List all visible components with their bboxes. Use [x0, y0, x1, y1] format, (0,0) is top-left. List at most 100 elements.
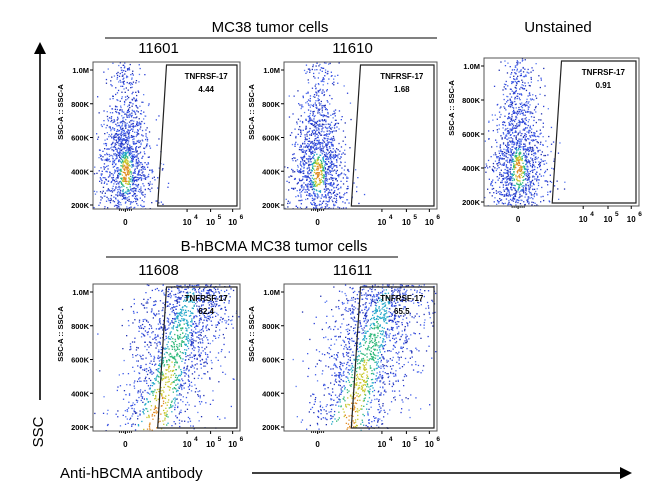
- panel-title: 11608: [138, 262, 179, 279]
- event-dots: [484, 58, 566, 206]
- x-tick-label: 10: [604, 215, 613, 224]
- gate-percentage: 1.68: [394, 85, 410, 94]
- x-tick-label: 10: [377, 440, 386, 449]
- panel-title: 11601: [138, 40, 179, 57]
- x-tick-exponent: 4: [389, 214, 393, 221]
- y-tick-label: 1.0M: [263, 288, 280, 297]
- x-tick-label: 0: [315, 218, 320, 227]
- x-tick-label: 10: [206, 218, 215, 227]
- x-tick-label: 10: [425, 218, 434, 227]
- group-title-bhbcma: B-hBCMA MC38 tumor cells: [181, 238, 368, 255]
- x-axis-label: Anti-hBCMA antibody: [60, 465, 203, 482]
- gate-polygon: [157, 64, 238, 207]
- event-dots: [93, 284, 240, 431]
- x-tick-exponent: 4: [194, 436, 198, 443]
- x-tick-label: 0: [123, 218, 128, 227]
- x-tick-label: 10: [206, 440, 215, 449]
- x-tick-exponent: 4: [194, 214, 198, 221]
- x-tick-label: 10: [377, 218, 386, 227]
- x-tick-exponent: 6: [436, 436, 440, 443]
- flow-plot-3: TNFRSF-17 0.91 200K 400K 600K 800K 1.0M SSC-A :…: [447, 57, 642, 224]
- event-dots: [284, 62, 366, 209]
- x-tick-label: 10: [183, 440, 192, 449]
- y-tick-label: 1.0M: [463, 62, 480, 71]
- plot-frame: [283, 283, 438, 432]
- x-tick-label: 10: [627, 215, 636, 224]
- y-tick-label: 600K: [262, 134, 281, 143]
- flow-plot-4: 11608 TNFRSF-17 62.4 200K 400K 600K 800K 1.0M SS…: [56, 262, 244, 449]
- gate-percentage: 4.44: [198, 85, 214, 94]
- x-tick-label: 10: [579, 215, 588, 224]
- y-tick-label: 400K: [462, 164, 481, 173]
- y-tick-label: 200K: [71, 423, 90, 432]
- y-tick-label: 1.0M: [72, 66, 89, 75]
- y-tick-label: 400K: [262, 389, 281, 398]
- gate-label: TNFRSF-17: [582, 68, 626, 77]
- y-axis-param-label: SSC-A :: SSC-A: [447, 80, 456, 136]
- y-axis-param-label: SSC-A :: SSC-A: [247, 306, 256, 362]
- y-tick-label: 200K: [262, 423, 281, 432]
- gate-label: TNFRSF-17: [185, 294, 229, 303]
- gate-label: TNFRSF-17: [380, 72, 424, 81]
- flow-plot-2: 11610 TNFRSF-17 1.68 200K 400K 600K 800K 1.0M SS…: [247, 40, 440, 227]
- gate-polygon: [551, 60, 637, 204]
- x-tick-label: 10: [402, 218, 411, 227]
- panel-title: 11611: [333, 262, 373, 279]
- y-axis-param-label: SSC-A :: SSC-A: [56, 84, 65, 140]
- x-tick-exponent: 4: [590, 211, 594, 218]
- flow-plot-1: 11601 TNFRSF-17 4.44 200K 400K 600K 800K 1.0M SS…: [56, 40, 244, 227]
- x-tick-label: 0: [516, 215, 521, 224]
- x-tick-label: 10: [425, 440, 434, 449]
- x-tick-exponent: 6: [638, 211, 642, 218]
- x-tick-exponent: 6: [240, 436, 244, 443]
- y-tick-label: 400K: [71, 389, 90, 398]
- y-tick-label: 600K: [71, 356, 90, 365]
- ssc-axis-arrow-head: [34, 42, 46, 54]
- flow-plot-5: 11611 TNFRSF-17 65.5 200K 400K 600K 800K 1.0M SS…: [247, 262, 440, 449]
- y-tick-label: 800K: [71, 100, 90, 109]
- y-tick-label: 200K: [462, 198, 481, 207]
- plot-frame: [92, 61, 241, 210]
- plot-frame: [92, 283, 241, 432]
- x-tick-label: 10: [402, 440, 411, 449]
- x-tick-label: 10: [228, 218, 237, 227]
- y-tick-label: 200K: [71, 201, 90, 210]
- unstained-title: Unstained: [524, 19, 592, 36]
- x-tick-exponent: 5: [218, 436, 222, 443]
- x-tick-exponent: 6: [240, 214, 244, 221]
- x-tick-exponent: 6: [436, 214, 440, 221]
- gate-percentage: 65.5: [394, 307, 410, 316]
- gate-label: TNFRSF-17: [185, 72, 229, 81]
- y-tick-label: 400K: [71, 167, 90, 176]
- y-tick-label: 1.0M: [263, 66, 280, 75]
- x-tick-exponent: 5: [413, 214, 417, 221]
- y-tick-label: 800K: [262, 322, 281, 331]
- y-tick-label: 400K: [262, 167, 281, 176]
- y-tick-label: 600K: [71, 134, 90, 143]
- x-tick-label: 0: [315, 440, 320, 449]
- gate-percentage: 62.4: [198, 307, 214, 316]
- x-tick-exponent: 4: [389, 436, 393, 443]
- antibody-axis-arrow-head: [620, 467, 632, 479]
- x-tick-label: 10: [228, 440, 237, 449]
- y-axis-label: SSC: [30, 416, 47, 447]
- gate-polygon: [157, 286, 238, 429]
- y-tick-label: 800K: [71, 322, 90, 331]
- gate-polygon: [350, 286, 435, 429]
- gate-percentage: 0.91: [596, 81, 612, 90]
- event-dots: [93, 62, 170, 209]
- group-title-mc38: MC38 tumor cells: [212, 19, 329, 36]
- plot-frame: [483, 57, 640, 207]
- y-tick-label: 800K: [262, 100, 281, 109]
- x-tick-exponent: 5: [218, 214, 222, 221]
- y-axis-param-label: SSC-A :: SSC-A: [247, 84, 256, 140]
- event-dots: [292, 284, 437, 431]
- x-tick-exponent: 5: [413, 436, 417, 443]
- gate-label: TNFRSF-17: [380, 294, 424, 303]
- plot-frame: [283, 61, 438, 210]
- x-tick-label: 10: [183, 218, 192, 227]
- y-axis-param-label: SSC-A :: SSC-A: [56, 306, 65, 362]
- y-tick-label: 600K: [462, 130, 481, 139]
- y-tick-label: 800K: [462, 96, 481, 105]
